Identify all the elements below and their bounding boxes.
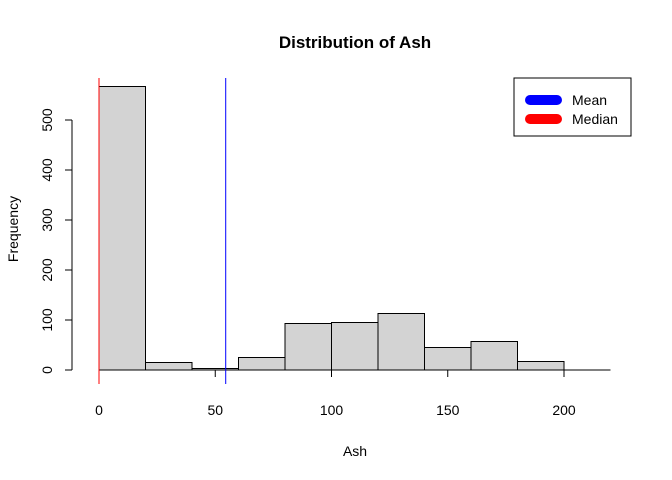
y-tick-label: 200: [39, 258, 55, 282]
y-axis-label: Frequency: [5, 196, 21, 262]
histogram-bar-5: [331, 322, 379, 371]
legend: Mean Median: [513, 77, 632, 137]
x-axis: 0 50 100 150 200: [95, 369, 611, 418]
y-tick-label: 100: [39, 308, 55, 332]
legend-label-mean: Mean: [572, 92, 607, 108]
histogram-bar-3: [238, 357, 286, 371]
histogram-bar-8: [470, 341, 518, 371]
x-tick-label: 150: [436, 402, 460, 418]
histogram-bar-0: [98, 86, 146, 371]
y-tick-label: 0: [39, 366, 55, 374]
bars-group: [98, 86, 565, 371]
y-tick-label: 400: [39, 158, 55, 182]
histogram-bar-9: [517, 361, 565, 371]
histogram-bar-4: [284, 323, 332, 371]
legend-label-median: Median: [572, 111, 618, 127]
y-tick-label: 500: [39, 108, 55, 132]
legend-box: [513, 77, 632, 137]
x-tick-label: 100: [320, 402, 344, 418]
histogram-bar-7: [424, 347, 472, 371]
reference-lines: [98, 78, 227, 384]
x-tick-label: 0: [95, 402, 103, 418]
x-axis-label: Ash: [343, 443, 367, 459]
histogram-bar-1: [145, 362, 193, 371]
y-tick-label: 300: [39, 208, 55, 232]
x-tick-label: 200: [552, 402, 576, 418]
y-axis: 0 100 200 300 400 500: [39, 108, 73, 374]
x-tick-label: 50: [207, 402, 223, 418]
chart-title: Distribution of Ash: [279, 33, 431, 52]
histogram-bar-6: [377, 313, 425, 371]
